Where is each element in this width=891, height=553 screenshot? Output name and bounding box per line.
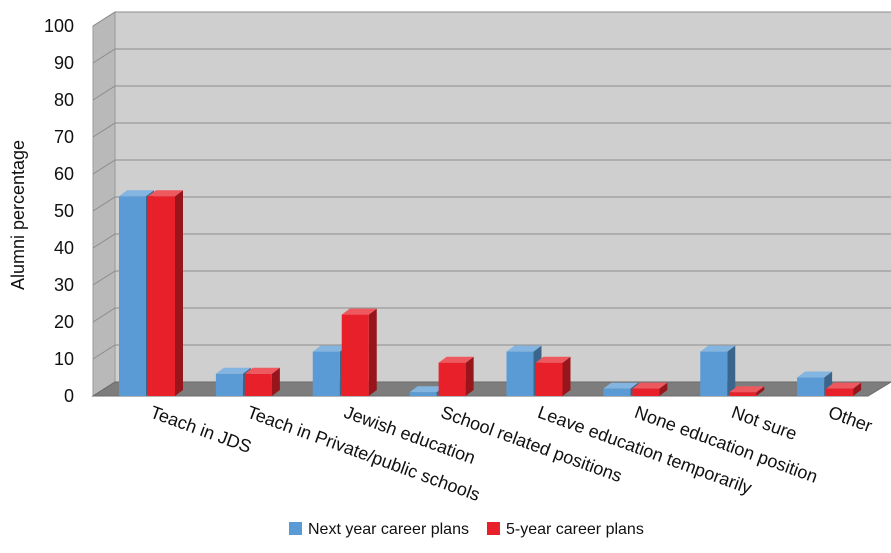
legend-label: Next year career plans <box>308 521 469 538</box>
chart-floor <box>91 381 891 397</box>
y-tick-label: 40 <box>54 238 74 258</box>
bar <box>244 367 280 396</box>
bar-top-face <box>729 386 765 393</box>
bar-side-face <box>756 386 765 396</box>
bar-front-face <box>797 377 825 396</box>
bar-front-face <box>438 362 466 396</box>
gridline <box>92 307 891 323</box>
bar-side-face <box>659 382 668 396</box>
bar-top-face <box>119 190 154 197</box>
bar-top-face <box>506 345 542 352</box>
y-axis-title: Alumni percentage <box>8 140 28 290</box>
bar-front-face <box>119 196 146 396</box>
bar-side-face <box>727 345 736 396</box>
gridline <box>92 270 891 286</box>
bar-side-face <box>465 356 474 396</box>
x-category-label: Teach in JDS <box>148 402 255 457</box>
gridline <box>92 122 891 138</box>
y-tick-label: 30 <box>54 275 74 295</box>
bar-front-face <box>603 388 631 396</box>
gridline <box>92 196 891 212</box>
bar-front-face <box>409 392 437 396</box>
bar-front-face <box>729 392 757 396</box>
bar-side-face <box>853 382 862 396</box>
bar-top-face <box>632 382 668 389</box>
bar-top-face <box>603 382 639 389</box>
bar-side-face <box>368 308 377 396</box>
bar-front-face <box>148 196 175 396</box>
bar <box>826 382 862 396</box>
gridline <box>92 233 891 249</box>
bar <box>438 356 474 396</box>
chart-back-wall <box>92 11 891 397</box>
bar <box>797 371 833 396</box>
bar-front-face <box>244 373 272 396</box>
y-tick-label: 10 <box>54 349 74 369</box>
y-tick-label: 0 <box>64 386 74 406</box>
gridline <box>92 344 891 360</box>
bar <box>341 308 377 396</box>
gridline <box>92 85 891 101</box>
gridline <box>92 11 891 27</box>
bar-top-face <box>826 382 862 389</box>
legend-swatch <box>486 522 500 535</box>
bar <box>700 345 736 396</box>
bar-front-face <box>826 388 854 396</box>
bar-front-face <box>700 351 728 396</box>
bar-side-face <box>175 190 183 396</box>
bar-front-face <box>632 388 660 396</box>
bar-front-face <box>535 362 563 396</box>
legend-swatch <box>289 522 302 535</box>
x-category-label: Other <box>826 402 875 436</box>
y-axis-ticks: 0 10 20 30 40 50 60 70 80 90 100 <box>44 16 74 406</box>
bar-top-face <box>535 356 571 363</box>
y-tick-label: 70 <box>54 127 74 147</box>
y-tick-label: 20 <box>54 312 74 332</box>
bar <box>148 190 183 396</box>
bar-top-face <box>438 356 474 363</box>
gridline <box>92 159 891 175</box>
y-tick-label: 60 <box>54 164 74 184</box>
y-tick-label: 50 <box>54 201 74 221</box>
bar-top-face <box>148 190 183 197</box>
bar-side-face <box>562 356 571 396</box>
bar-top-face <box>215 367 251 374</box>
legend-label: 5-year career plans <box>506 521 644 538</box>
bar-top-face <box>341 308 377 315</box>
floor-plane <box>91 381 891 397</box>
y-tick-label: 100 <box>44 16 74 36</box>
y-tick-label: 90 <box>54 53 74 73</box>
legend: Next year career plans 5-year career plan… <box>289 521 644 538</box>
bar-top-face <box>312 345 348 352</box>
bar-front-face <box>506 351 534 396</box>
bar <box>729 386 765 396</box>
bar <box>535 356 571 396</box>
bar-top-face <box>244 367 280 374</box>
bar-top-face <box>700 345 736 352</box>
gridline <box>92 48 891 64</box>
bars <box>119 190 862 396</box>
bar-top-face <box>409 386 445 393</box>
y-tick-label: 80 <box>54 90 74 110</box>
bar-top-face <box>797 371 833 378</box>
bar-front-face <box>341 314 369 396</box>
bar-front-face <box>215 373 243 396</box>
bar-front-face <box>312 351 340 396</box>
bar-side-face <box>271 367 280 396</box>
bar <box>632 382 668 396</box>
